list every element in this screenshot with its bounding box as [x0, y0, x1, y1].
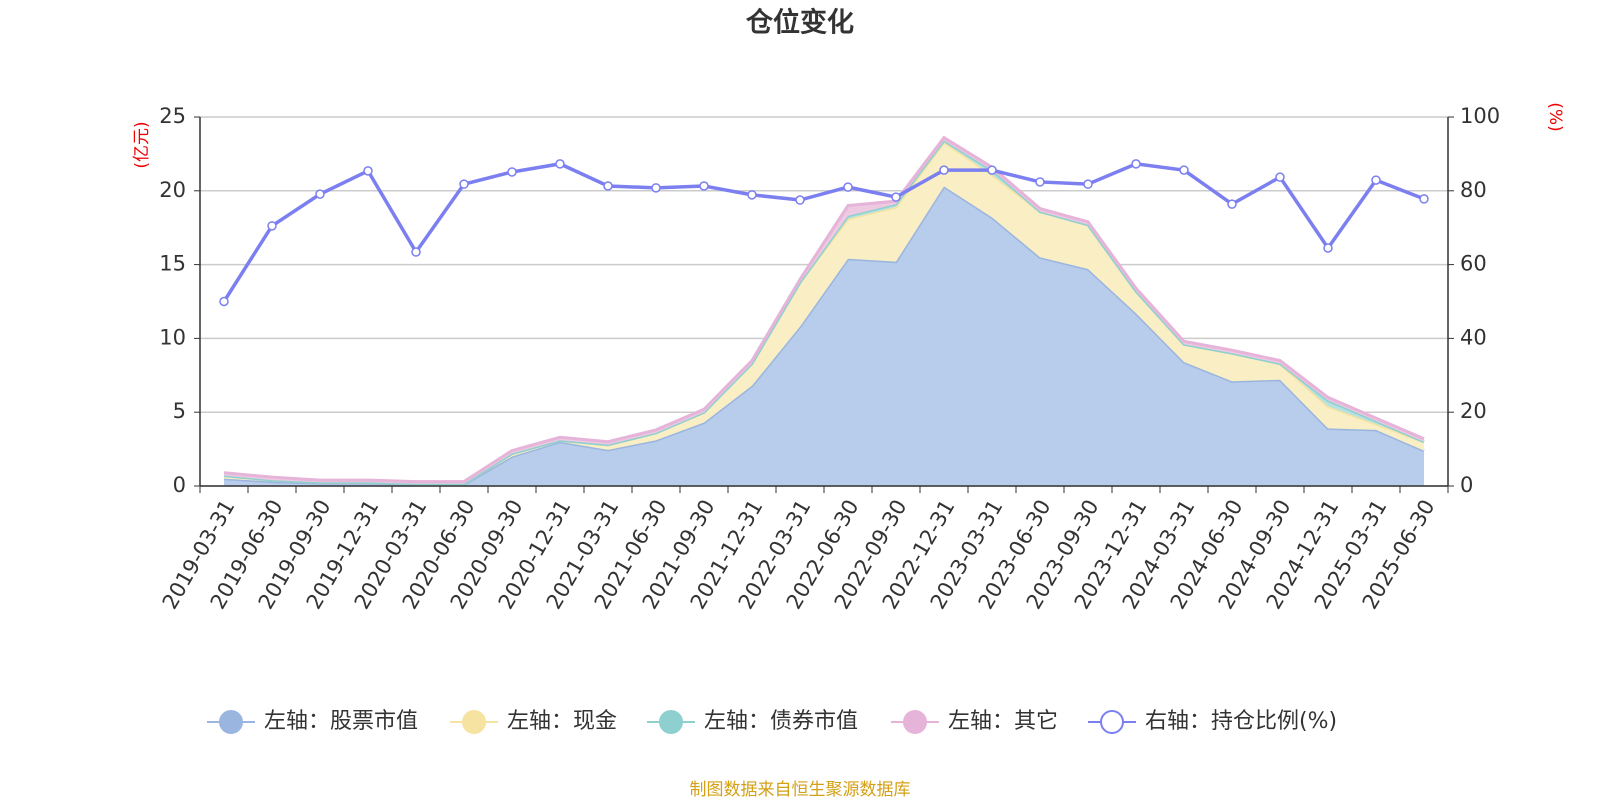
legend-label: 左轴：其它: [948, 709, 1058, 734]
line-point: [267, 221, 277, 231]
line-point: [987, 165, 997, 175]
line-point: [939, 165, 949, 175]
legend-label: 右轴：持仓比例(%): [1145, 709, 1337, 734]
source-note: 制图数据来自恒生聚源数据库: [690, 780, 911, 800]
y2-tick-label: 100: [1460, 104, 1500, 128]
legend-marker: [659, 710, 683, 734]
line-point: [507, 167, 517, 177]
line-point: [603, 181, 613, 191]
line-point: [747, 190, 757, 200]
line-point: [1371, 175, 1381, 185]
legend-marker: [903, 710, 927, 734]
legend-label: 左轴：股票市值: [264, 709, 418, 734]
y-tick-label: 25: [159, 104, 186, 128]
legend-marker: [219, 710, 243, 734]
y-tick-label: 15: [159, 252, 186, 276]
y2-tick-label: 40: [1460, 325, 1487, 349]
line-point: [363, 166, 373, 176]
line-point: [1035, 177, 1045, 187]
y-tick-label: 20: [159, 178, 186, 202]
line-point: [1227, 199, 1237, 209]
legend-marker: [1100, 710, 1124, 734]
chart-title: 仓位变化: [745, 7, 854, 39]
y-tick-label: 0: [173, 473, 186, 497]
area-edge: [223, 135, 1425, 484]
y-tick-label: 10: [159, 325, 186, 349]
line-point: [1131, 159, 1141, 169]
line-point: [1275, 172, 1285, 182]
line-point: [1083, 179, 1093, 189]
y2-tick-label: 80: [1460, 178, 1487, 202]
line: [222, 162, 1425, 303]
y2-axis-label: (%): [1545, 102, 1565, 131]
line-point: [459, 179, 469, 189]
y2-tick-label: 0: [1460, 473, 1473, 497]
line-point: [555, 159, 565, 169]
line-point: [411, 247, 421, 257]
area: [224, 186, 1424, 486]
line-point: [651, 183, 661, 193]
legend-marker: [462, 710, 486, 734]
line-point: [219, 296, 229, 307]
line-point: [843, 182, 853, 192]
line-point: [1419, 194, 1429, 204]
line-point: [699, 181, 709, 191]
legend-label: 左轴：债券市值: [704, 709, 858, 734]
line-point: [891, 192, 901, 202]
line-point: [1179, 165, 1189, 175]
y-tick-label: 5: [173, 399, 186, 423]
line-point: [315, 189, 325, 199]
line-point: [795, 195, 805, 205]
legend-label: 左轴：现金: [507, 709, 617, 734]
y2-tick-label: 20: [1460, 399, 1487, 423]
y2-tick-label: 60: [1460, 252, 1487, 276]
line-point: [1323, 243, 1333, 253]
y-axis-label: (亿元): [132, 121, 152, 168]
